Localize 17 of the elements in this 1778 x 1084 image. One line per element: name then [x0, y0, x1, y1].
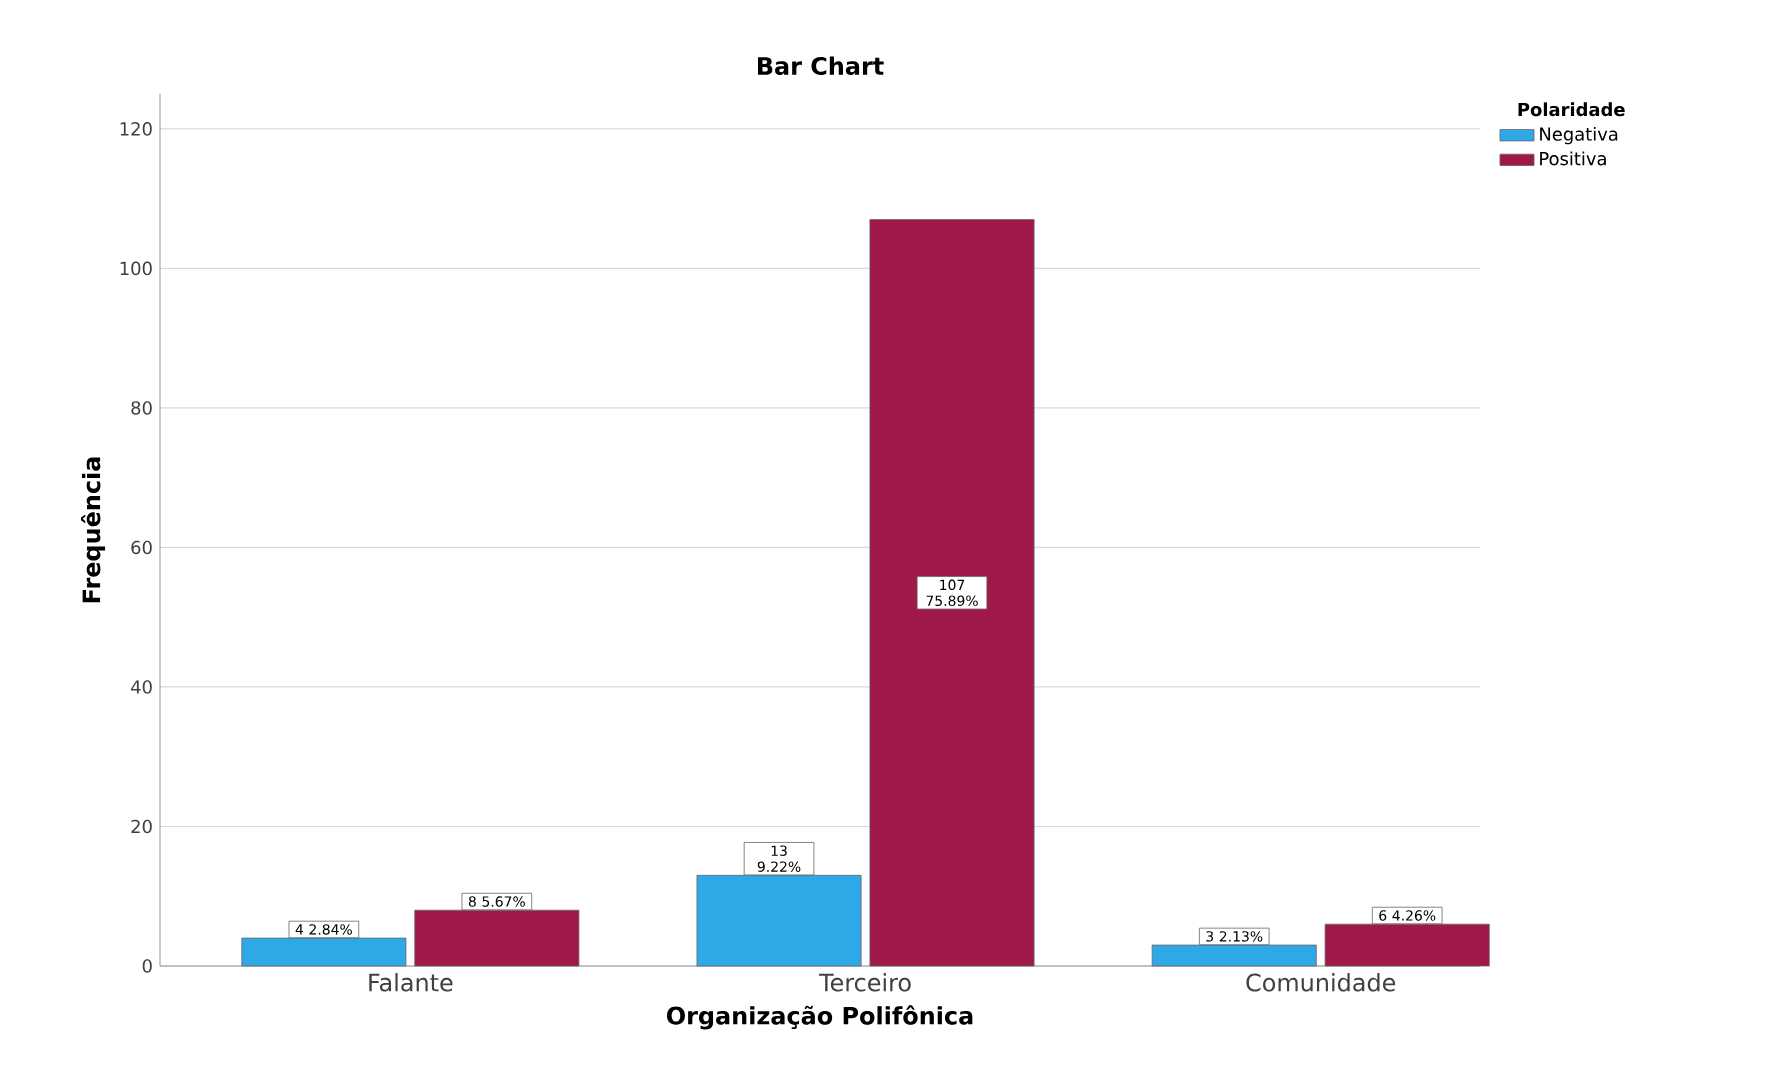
y-tick-label: 0: [142, 959, 152, 973]
y-tick-label: 100: [120, 261, 152, 276]
y-axis-title: Frequência: [80, 457, 106, 603]
y-tick-label: 20: [131, 819, 152, 834]
bar: [869, 219, 1035, 967]
legend-label: Negativa: [1540, 126, 1618, 145]
legend-label: Positiva: [1540, 151, 1606, 166]
x-tick-label: Terceiro: [818, 973, 911, 992]
x-tick-label: Falante: [369, 973, 453, 992]
y-tick-label: 60: [131, 540, 152, 555]
legend-title: Polaridade: [1518, 102, 1625, 117]
x-tick-label: Comunidade: [1246, 973, 1396, 992]
chart-title: Bar Chart: [757, 56, 884, 75]
y-tick-label: 120: [120, 122, 152, 136]
y-tick-label: 80: [131, 401, 152, 415]
y-tick-label: 40: [131, 680, 152, 694]
x-axis-title: Organização Polifônica: [667, 1005, 973, 1030]
